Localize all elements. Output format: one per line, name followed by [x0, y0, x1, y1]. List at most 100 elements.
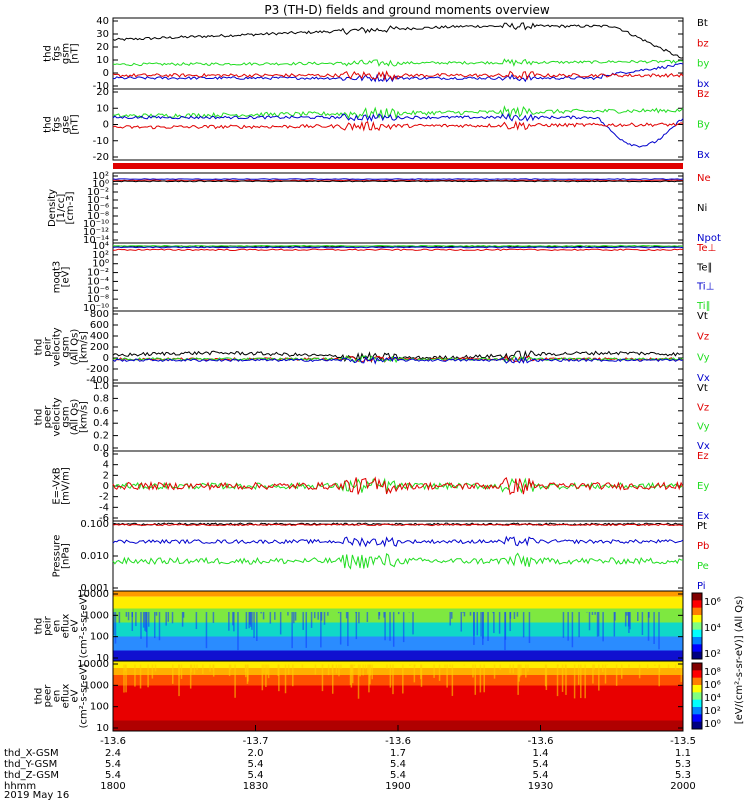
panel-frame [112, 172, 684, 244]
series-Npot [112, 178, 684, 181]
ylabel-line: [nT] [70, 114, 81, 134]
ytick-label: 0.0 [93, 443, 109, 454]
spec-streak [409, 664, 411, 666]
spec-streak [412, 612, 414, 635]
ytick-label: 200 [90, 342, 109, 353]
spec-streak [614, 612, 616, 621]
spec-streak [362, 664, 364, 676]
panel-peir-spec: 10000 1000 100 10 thdpeirenefluxeV(cm²-s-sr-… [34, 589, 684, 664]
spec-streak [392, 612, 395, 647]
ylabel-line: [nPa] [61, 543, 72, 569]
spec-streak [284, 664, 287, 694]
spec-band [113, 675, 683, 686]
spec-streak [479, 664, 482, 693]
spec-streak [444, 664, 446, 668]
colorbar-swatch [692, 685, 702, 693]
colorbar-swatch [692, 670, 702, 679]
spec-streak [446, 664, 448, 688]
spec-streak [248, 612, 250, 629]
colorbar-swatch [692, 629, 702, 638]
spec-streak [449, 612, 451, 626]
xtick-label: -13.7 [243, 736, 269, 747]
ylabel-line: eflux [61, 614, 72, 639]
spec-streak [151, 664, 154, 679]
spec-streak [171, 664, 174, 684]
spec-streak [420, 664, 423, 687]
ytick-label: 0 [103, 353, 109, 364]
colorbar-swatch [692, 692, 702, 701]
ytick-label: 4 [103, 460, 109, 471]
panel-frame [112, 382, 684, 452]
ytick-label: 10 [96, 723, 109, 734]
spec-streak [147, 664, 149, 688]
spec-streak [266, 664, 268, 674]
ytick-label: 1.0 [93, 381, 109, 392]
spec-streak [253, 612, 255, 639]
ylabel-line: [cm-3] [65, 191, 76, 224]
spec-streak [596, 612, 599, 637]
spec-streak [195, 612, 198, 630]
spec-streak [123, 664, 125, 693]
colorbar-swatch [692, 607, 702, 616]
legend-Bx: Bx [697, 150, 710, 161]
spec-streak [351, 664, 354, 684]
spec-streak [189, 664, 192, 689]
panel-pressure: 0.100 0.010 0.001 Pressure[nPa] Pt Pb Pe Pi [52, 519, 710, 594]
ylabel-line: thd [34, 688, 45, 705]
spec-streak [139, 664, 142, 689]
ylabel-line: gsm [61, 336, 72, 357]
ylabel-line: (cm²-s-sr-eV) [79, 594, 90, 659]
spec-streak [291, 612, 293, 649]
spec-streak [580, 664, 582, 699]
ytick-label: 400 [90, 331, 109, 342]
colorbar-frame [691, 662, 703, 730]
spec-streak [314, 664, 317, 675]
spec-streak [646, 664, 649, 670]
ylabel-line: thd [43, 45, 54, 62]
spec-streak [364, 664, 367, 670]
series-bx [112, 62, 684, 83]
spec-streak [389, 664, 392, 688]
spec-streak [180, 664, 183, 679]
ytick-label: 10⁻¹⁰ [83, 303, 109, 314]
spec-streak [209, 664, 211, 672]
spec-streak [190, 664, 193, 673]
spec-streak [513, 612, 516, 620]
ytick-label: 20 [96, 87, 109, 98]
xrow-label: hhmm [4, 781, 36, 792]
panel-frame [112, 242, 684, 312]
spec-streak [556, 664, 559, 697]
ytick-label: -400 [86, 375, 109, 386]
legend-Vz: Vz [697, 402, 709, 413]
spec-streak [476, 612, 479, 636]
spec-streak [351, 664, 353, 673]
spec-streak [602, 612, 604, 642]
xtick-label: -13.6 [100, 736, 126, 747]
spec-streak [158, 612, 161, 641]
spec-streak [462, 612, 464, 613]
spec-streak [565, 664, 567, 695]
spec-streak [518, 664, 521, 678]
spec-streak [378, 612, 380, 620]
series-Ni [112, 180, 684, 183]
plot-title: P3 (TH-D) fields and ground moments over… [264, 3, 549, 17]
spec-band [113, 668, 683, 675]
legend-Pt: Pt [697, 521, 707, 532]
spec-streak [598, 664, 600, 691]
xrow-value: 2000 [670, 781, 695, 792]
spec-streak [167, 612, 170, 622]
xrow-value: 5.4 [248, 770, 264, 781]
spec-band [113, 608, 683, 623]
spec-streak [545, 664, 548, 691]
xrow-value: 5.3 [675, 770, 691, 781]
panel-peer-velocity: 1.00.8 0.60.4 0.20.0 thdpeervelocitygsm(All… [34, 381, 710, 454]
spec-streak [487, 612, 489, 641]
xrow-value: 5.4 [105, 770, 121, 781]
spec-streak [641, 612, 644, 636]
colorbar-swatch [692, 600, 702, 609]
spec-streak [287, 612, 289, 616]
spec-streak [144, 612, 146, 631]
